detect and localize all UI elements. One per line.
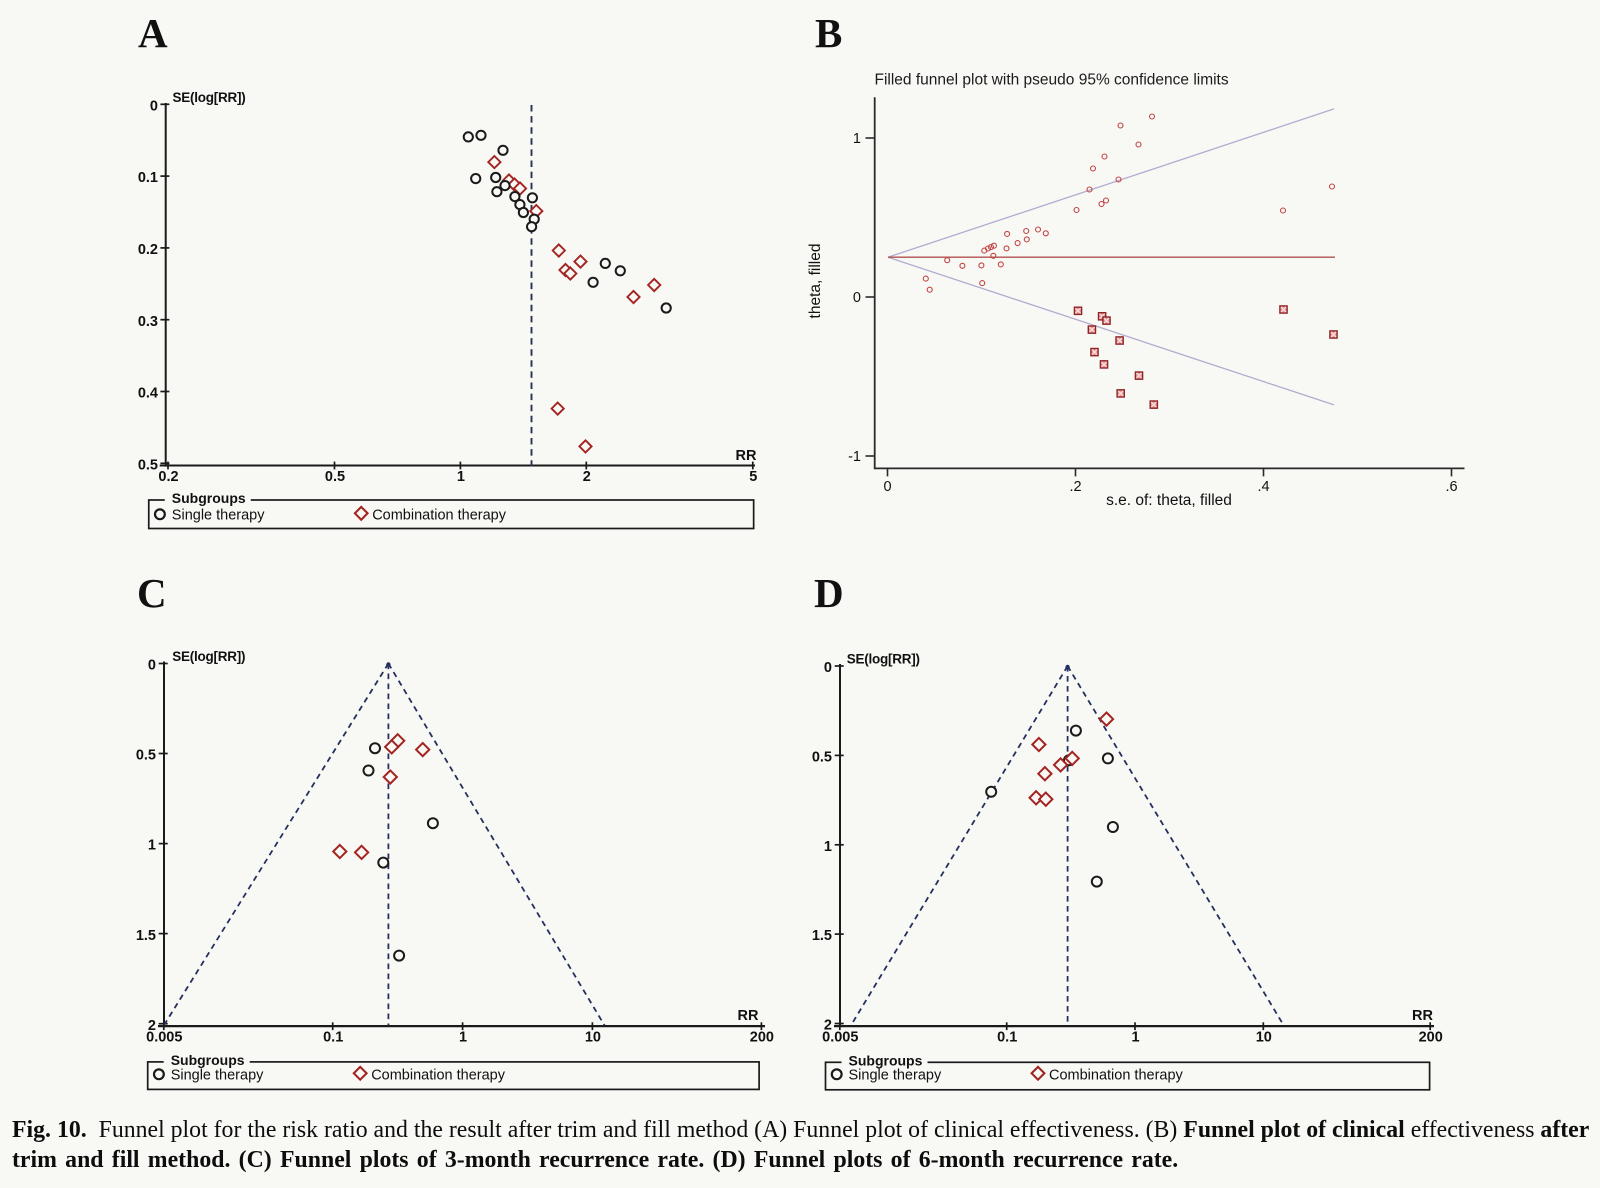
svg-text:0.1: 0.1 xyxy=(323,1030,343,1046)
svg-text:Single therapy: Single therapy xyxy=(171,1067,264,1083)
svg-text:0: 0 xyxy=(853,290,861,306)
svg-text:0.1: 0.1 xyxy=(138,170,158,186)
svg-text:0.005: 0.005 xyxy=(146,1030,182,1046)
svg-text:theta, filled: theta, filled xyxy=(807,244,824,319)
svg-text:1: 1 xyxy=(824,839,832,855)
svg-text:1: 1 xyxy=(1131,1030,1139,1046)
svg-text:.2: .2 xyxy=(1069,479,1081,495)
svg-text:0: 0 xyxy=(150,98,158,114)
svg-text:B: B xyxy=(815,10,842,56)
svg-text:2: 2 xyxy=(583,469,591,485)
svg-text:0.5: 0.5 xyxy=(812,750,832,766)
svg-text:0.5: 0.5 xyxy=(136,748,156,764)
svg-text:Filled funnel plot with pseudo: Filled funnel plot with pseudo 95% confi… xyxy=(875,72,1229,89)
svg-text:A: A xyxy=(138,10,168,56)
svg-text:0: 0 xyxy=(883,479,891,495)
svg-text:1: 1 xyxy=(148,838,156,854)
svg-text:0: 0 xyxy=(824,660,832,676)
svg-text:0.2: 0.2 xyxy=(158,469,178,485)
svg-text:Combination therapy: Combination therapy xyxy=(371,1067,506,1083)
svg-text:Subgroups: Subgroups xyxy=(172,490,246,506)
svg-text:SE(log[RR]): SE(log[RR]) xyxy=(847,652,920,667)
svg-text:D: D xyxy=(814,570,844,616)
svg-text:Single therapy: Single therapy xyxy=(172,507,265,523)
svg-text:0.3: 0.3 xyxy=(138,314,158,330)
svg-text:10: 10 xyxy=(585,1030,601,1046)
svg-text:.6: .6 xyxy=(1445,479,1457,495)
svg-text:.4: .4 xyxy=(1257,479,1269,495)
svg-text:Subgroups: Subgroups xyxy=(849,1053,923,1069)
svg-text:RR: RR xyxy=(736,448,757,464)
svg-text:0.1: 0.1 xyxy=(997,1030,1017,1046)
svg-text:1.5: 1.5 xyxy=(136,928,156,944)
svg-text:s.e. of: theta, filled: s.e. of: theta, filled xyxy=(1106,492,1232,509)
svg-text:1.5: 1.5 xyxy=(812,928,832,944)
svg-text:SE(log[RR]): SE(log[RR]) xyxy=(172,649,245,664)
svg-text:1: 1 xyxy=(853,131,861,147)
svg-text:0.5: 0.5 xyxy=(138,457,158,473)
svg-text:0.2: 0.2 xyxy=(138,242,158,258)
svg-text:10: 10 xyxy=(1256,1030,1272,1046)
svg-text:SE(log[RR]): SE(log[RR]) xyxy=(173,90,246,105)
svg-text:Combination therapy: Combination therapy xyxy=(1049,1067,1184,1083)
svg-text:RR: RR xyxy=(1412,1008,1433,1024)
svg-text:1: 1 xyxy=(459,1030,467,1046)
svg-text:200: 200 xyxy=(750,1030,774,1046)
svg-text:200: 200 xyxy=(1419,1030,1443,1046)
svg-text:Combination therapy: Combination therapy xyxy=(372,507,507,523)
svg-text:0: 0 xyxy=(148,658,156,674)
svg-text:RR: RR xyxy=(738,1008,759,1024)
svg-text:0.5: 0.5 xyxy=(325,469,345,485)
svg-text:0.005: 0.005 xyxy=(822,1030,858,1046)
svg-text:C: C xyxy=(137,570,167,616)
svg-text:0.4: 0.4 xyxy=(138,386,158,402)
svg-text:Single therapy: Single therapy xyxy=(849,1067,942,1083)
svg-text:-1: -1 xyxy=(848,449,861,465)
svg-text:2: 2 xyxy=(824,1018,832,1034)
svg-text:1: 1 xyxy=(457,469,465,485)
svg-text:Subgroups: Subgroups xyxy=(171,1052,245,1068)
svg-text:2: 2 xyxy=(148,1018,156,1034)
svg-text:5: 5 xyxy=(749,469,757,485)
